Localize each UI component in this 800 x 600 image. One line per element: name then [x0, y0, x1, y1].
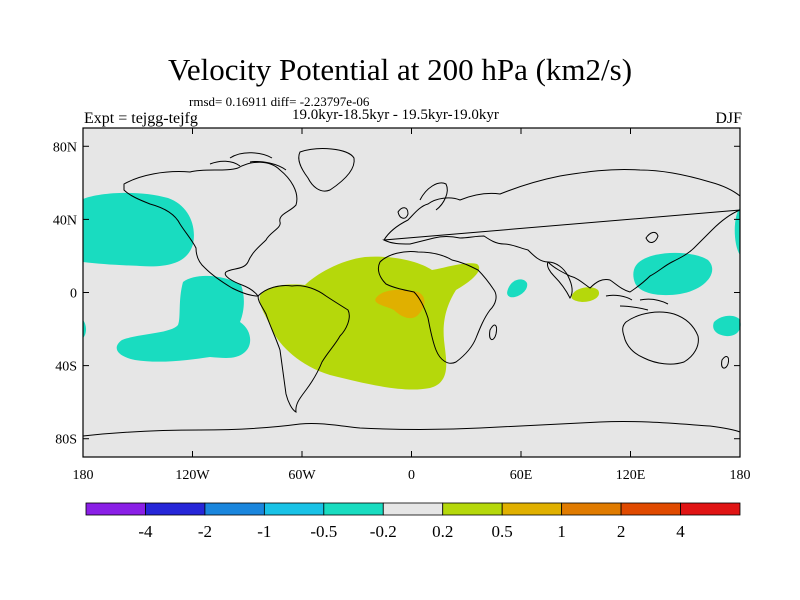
x-tick-label: 120E [616, 468, 646, 483]
x-tick-label: 180 [73, 468, 94, 483]
coast-africa [377, 251, 497, 364]
region-negative-west-pacific [633, 252, 713, 296]
y-tick-label: 0 [70, 287, 77, 302]
region-positive-core [375, 289, 425, 319]
region-negative-south-pacific [116, 275, 251, 362]
x-tick-label: 60E [510, 468, 533, 483]
colorbar-box [204, 502, 265, 516]
coast-eurasia [382, 168, 741, 293]
region-negative-south-pacific-edge [83, 320, 86, 338]
colorbar-label: 2 [617, 522, 626, 541]
coast-india [547, 261, 573, 299]
colorbar-box [145, 502, 206, 516]
region-negative-west-pacific-south [713, 315, 741, 337]
colorbar-label: -4 [138, 522, 153, 541]
x-tick-label: 120W [175, 468, 210, 483]
colorbar-box [263, 502, 325, 516]
coast-south-america [257, 285, 350, 413]
chart-title: Velocity Potential at 200 hPa (km2/s) [167, 52, 633, 87]
region-negative-east-africa [507, 279, 528, 298]
colorbar-box [620, 502, 681, 516]
coast-australia [622, 311, 699, 365]
colorbar-label: 1 [557, 522, 566, 541]
y-tick-label: 40S [55, 360, 77, 375]
y-tick-label: 80S [55, 433, 77, 448]
season-label: DJF [715, 110, 742, 127]
coast-japan [645, 231, 659, 243]
coast-madagascar [489, 324, 497, 340]
x-tick-label: 60W [288, 468, 316, 483]
colorbar-label: 0.2 [432, 522, 453, 541]
x-tick-label: 0 [408, 468, 415, 483]
colorbar-box [442, 502, 503, 516]
colorbar-label: -0.2 [370, 522, 397, 541]
coast-scandinavia [419, 182, 448, 211]
coast-canada-islands [209, 152, 287, 171]
coast-new-zealand [721, 356, 729, 369]
region-negative-north-pacific [83, 192, 194, 267]
colorbar-box [323, 502, 384, 516]
coast-uk [397, 207, 409, 219]
colorbar-label: -2 [198, 522, 212, 541]
coast-antarctica [82, 420, 741, 437]
colorbar-box [85, 502, 146, 516]
colorbar-box [382, 502, 444, 516]
colorbar-box [680, 502, 741, 516]
coast-indonesia [605, 294, 669, 311]
coastlines [82, 148, 741, 437]
coast-greenland [298, 148, 355, 192]
period-label: 19.0kyr-18.5kyr - 19.5kyr-19.0kyr [292, 107, 499, 123]
region-positive-indian-ocean [571, 287, 600, 302]
colorbar-boxes [85, 502, 741, 516]
colorbar-label: -1 [257, 522, 271, 541]
colorbar-box [501, 502, 563, 516]
colorbar-labels: -4 -2 -1 -0.5 -0.2 0.2 0.5 1 2 4 [138, 522, 685, 541]
colorbar-label: 0.5 [492, 522, 513, 541]
axis-ticks: 180 120W 60W 0 60E 120E 180 80N 40N 0 40S 80S [53, 128, 751, 483]
colorbar-label: 4 [676, 522, 685, 541]
colorbar-label: -0.5 [310, 522, 337, 541]
coast-north-america [123, 161, 298, 297]
experiment-label: Expt = tejgg-tejfg [84, 110, 198, 127]
y-tick-label: 40N [53, 213, 77, 228]
x-tick-label: 180 [730, 468, 751, 483]
y-tick-label: 80N [53, 140, 77, 155]
colorbar-box [561, 502, 622, 516]
stats-text: rmsd= 0.16911 diff= -2.23797e-06 [189, 94, 370, 109]
